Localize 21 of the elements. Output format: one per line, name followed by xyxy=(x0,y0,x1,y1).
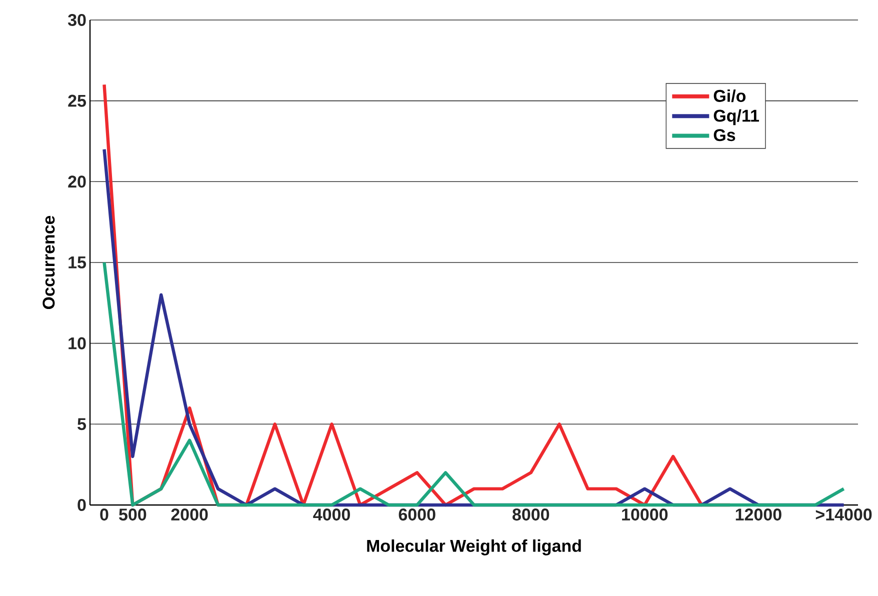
y-tick-label: 5 xyxy=(78,418,86,430)
x-tick-label: 8000 xyxy=(512,508,550,521)
x-tick-label: 0 xyxy=(100,508,108,521)
legend-label: Gi/o xyxy=(714,89,746,102)
x-tick-label: 6000 xyxy=(398,508,436,521)
legend-label: Gs xyxy=(714,129,736,142)
x-tick-label: 12000 xyxy=(736,508,782,521)
y-tick-label: 30 xyxy=(68,14,86,26)
y-tick-label: 0 xyxy=(78,498,86,512)
legend-label: Gq/11 xyxy=(714,109,759,126)
y-tick-label: 25 xyxy=(68,94,86,107)
y-axis-title: Occurrence xyxy=(42,216,55,310)
x-tick-label: 2000 xyxy=(171,508,208,521)
y-tick-label: 15 xyxy=(68,256,86,268)
x-tick-label: 10000 xyxy=(622,508,668,521)
x-tick-label: 500 xyxy=(119,508,146,521)
y-tick-label: 20 xyxy=(68,176,86,188)
y-tick-label: 10 xyxy=(68,337,86,350)
x-axis-title: Molecular Weight of ligand xyxy=(367,539,581,556)
x-tick-label: 4000 xyxy=(313,508,350,521)
x-tick-label: >14000 xyxy=(816,508,872,521)
